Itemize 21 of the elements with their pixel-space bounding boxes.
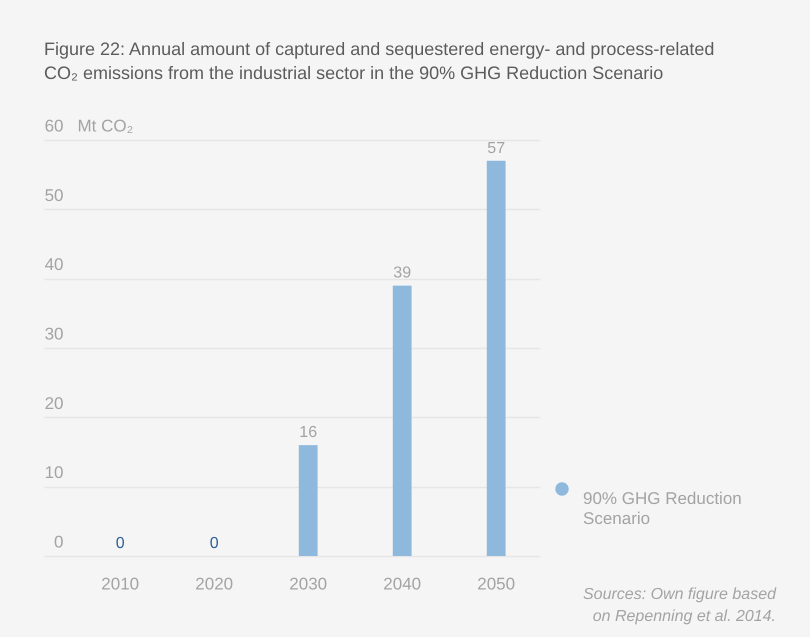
y-tick-label: 60 [44, 116, 64, 136]
y-tick-label: 50 [44, 186, 64, 205]
data-label: 57 [487, 140, 506, 157]
y-axis-title: Mt CO₂ [78, 116, 134, 136]
legend-label: 90% GHG Reduction Scenario [583, 489, 742, 528]
x-tick-label: 2010 [101, 574, 140, 594]
source-note: Sources: Own figure based on Repenning et al. 2014. [583, 586, 778, 625]
data-label: 0 [116, 535, 125, 552]
x-tick-label: 2030 [289, 574, 328, 594]
data-label: 16 [299, 424, 318, 442]
x-tick-label: 2050 [477, 574, 516, 594]
x-tick-label: 2020 [195, 574, 234, 594]
y-tick-label: 30 [44, 324, 64, 344]
y-tick-label: 10 [44, 463, 64, 482]
y-tick-label: 40 [44, 255, 64, 274]
data-label: 0 [210, 535, 219, 552]
x-tick-label: 2040 [383, 574, 422, 594]
y-tick-label: 0 [54, 532, 64, 552]
chart-title: Figure 22: Annual amount of captured and sequestered energy- and process-related CO₂ emissions from the industrial sector in the 90% GHG Reduction Scenario [44, 39, 714, 83]
data-label: 39 [393, 264, 412, 282]
y-tick-label: 20 [44, 394, 64, 413]
